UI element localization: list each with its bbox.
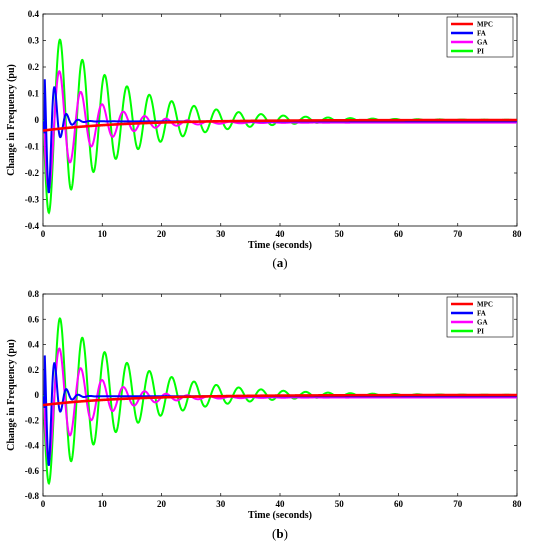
y-tick-label: -0.4 [25,221,40,231]
y-tick-label: 0 [35,115,40,125]
legend-label: PI [477,48,484,56]
y-tick-label: -0.1 [25,142,40,152]
x-axis-label: Time (seconds) [248,510,312,521]
y-tick-label: 0.4 [28,340,40,350]
y-tick-label: 0.4 [28,9,40,19]
caption-letter: b [276,526,283,541]
x-tick-label: 50 [335,499,345,509]
series-line-mpc [43,393,517,407]
legend-label: FA [477,30,486,38]
x-tick-label: 10 [98,499,108,509]
legend-label: MPC [477,21,493,29]
y-tick-label: 0.2 [28,62,40,72]
x-tick-label: 60 [394,499,404,509]
x-tick-label: 30 [216,499,226,509]
y-tick-label: 0.8 [28,289,40,299]
y-tick-label: 0 [35,390,40,400]
x-tick-label: 50 [335,229,345,239]
chart-a: 0 10 20 30 40 50 60 70 80 0.4 0.3 0.2 0.1 0 -0.1 -0.2 -0… [6,9,522,270]
x-tick-label: 20 [157,229,167,239]
x-axis-label: Time (seconds) [248,240,312,251]
y-tick-label: -0.6 [25,466,40,476]
y-tick-label: -0.8 [25,491,40,501]
x-tick-label: 0 [41,499,46,509]
x-tick-label: 60 [394,229,404,239]
y-tick-label: 0.2 [28,365,40,375]
y-axis-label: Change in Frequency (pu) [6,64,17,176]
legend-label: FA [477,310,486,318]
x-tick-label: 70 [453,499,463,509]
x-tick-label: 10 [98,229,108,239]
figure-caption: (a) [272,255,287,270]
y-tick-label: -0.3 [25,195,40,205]
x-tick-label: 70 [453,229,463,239]
y-axis-label: Change in Frequency (pu) [6,339,17,451]
x-tick-label: 40 [276,229,286,239]
x-tick-label: 80 [513,499,523,509]
figure-caption: (b) [272,526,288,541]
x-tick-label: 20 [157,499,167,509]
y-tick-label: 0.6 [28,314,40,324]
x-tick-label: 40 [276,499,286,509]
series-line-ga [43,347,517,463]
y-tick-label: -0.4 [25,441,40,451]
x-tick-label: 80 [513,229,523,239]
legend-label: MPC [477,301,493,309]
series-line-mpc [43,118,517,132]
y-tick-label: 0.3 [28,36,40,46]
x-tick-label: 0 [41,229,46,239]
series-line-ga [43,70,517,191]
legend-label: GA [477,319,488,327]
x-tick-label: 30 [216,229,226,239]
y-tick-label: -0.2 [25,168,40,178]
legend-label: GA [477,39,488,47]
caption-letter: a [277,255,284,270]
legend-label: PI [477,328,484,336]
y-tick-label: -0.2 [25,415,40,425]
y-tick-label: 0.1 [28,89,40,99]
chart-b: 0 10 20 30 40 50 60 70 80 0.8 0.6 0.4 0.2 0 -0.2 -0.4 -0… [6,289,522,541]
